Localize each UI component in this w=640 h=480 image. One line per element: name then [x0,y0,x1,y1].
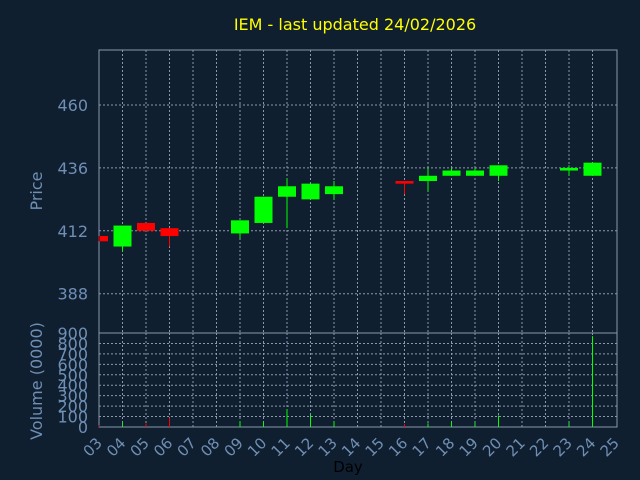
candle-body [489,165,508,176]
candle-body [231,220,249,234]
candle-body [466,170,484,176]
candle-body [583,162,602,176]
candle-body [100,236,108,242]
volume-tick-label: 300 [57,387,88,406]
candle-body [113,225,132,247]
candle-body [395,181,414,184]
candle-body [560,167,578,171]
candle-body [160,228,179,237]
volume-tick-label: 200 [57,397,88,416]
x-axis: 0304050607080910111213141516171819202122… [80,434,623,460]
volume-tick-label: 100 [57,408,88,427]
volume-tick-label: 900 [57,324,88,343]
volume-tick-label: 0 [78,418,88,437]
price-tick-label: 460 [57,96,88,115]
price-tick-label: 412 [57,222,88,241]
volume-tick-label: 400 [57,376,88,395]
candle-body [278,186,296,197]
x-axis-label: Day [333,458,363,476]
price-tick-label: 388 [57,285,88,304]
volume-tick-label: 800 [57,334,88,353]
price-axis-label: Price [27,171,46,210]
candle-body [301,183,320,200]
volume-tick-label: 500 [57,366,88,385]
price-panel: 388 412 436 460 [57,49,618,334]
candle-body [442,170,461,176]
volume-tick-label: 600 [57,355,88,374]
candle-body [325,186,343,195]
price-tick-label: 436 [57,159,88,178]
candle-body [254,196,273,223]
volume-panel-frame [98,332,618,428]
chart-title: IEM - last updated 24/02/2026 [234,15,476,34]
volume-axis-label: Volume (0000) [27,322,46,440]
candle-body [419,175,437,182]
volume-tick-label: 700 [57,345,88,364]
candle-body [137,222,155,231]
